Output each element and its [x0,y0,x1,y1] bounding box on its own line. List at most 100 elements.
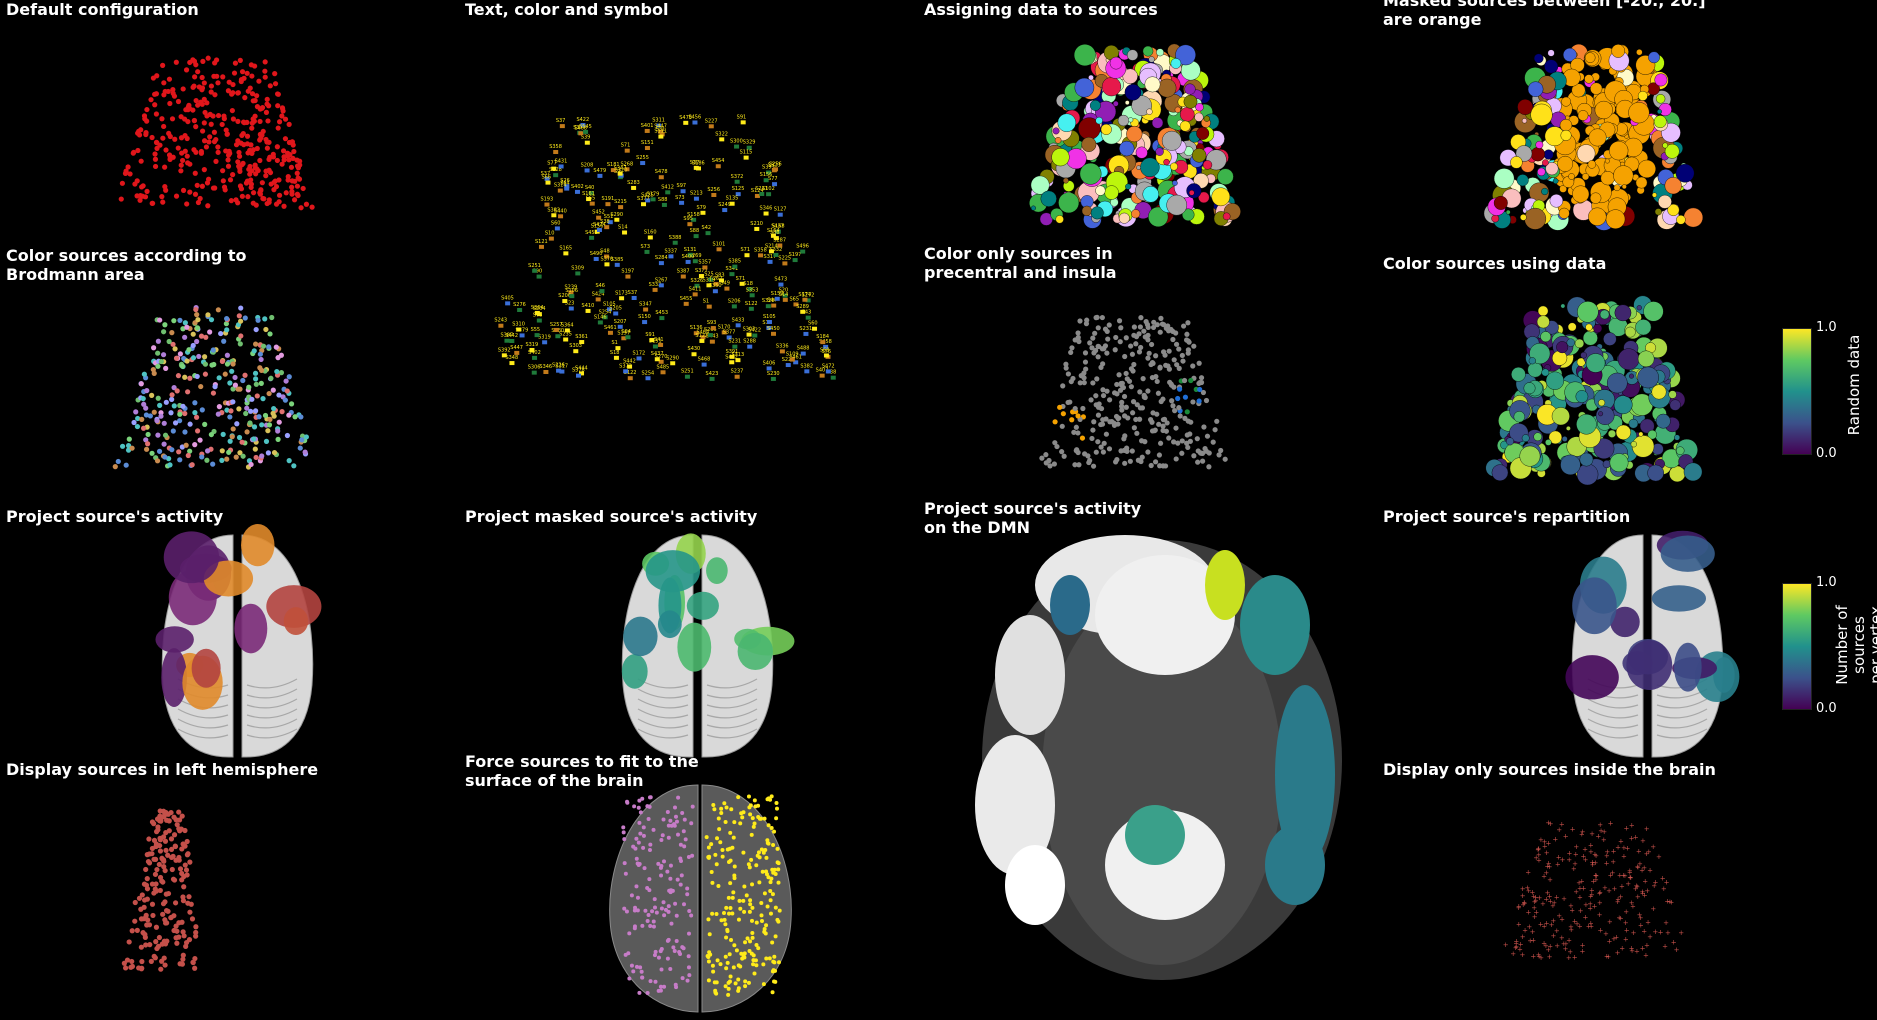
source-point [635,908,640,913]
source-point [1222,456,1228,462]
source-point [210,461,216,467]
source-point [1052,419,1058,425]
source-point [1683,462,1703,482]
source-marker: + [1576,879,1582,887]
source-point [163,399,169,405]
source-marker [793,302,799,307]
source-point [140,395,146,402]
source-point [238,78,244,85]
source-point [155,432,161,438]
source-point [1165,323,1171,329]
source-point [197,195,203,202]
source-point [1114,391,1120,397]
source-point [676,795,681,800]
source-marker: + [1637,860,1643,868]
source-point [1144,76,1161,93]
source-point [1548,430,1563,445]
source-marker [659,132,665,137]
source-marker: + [1530,928,1536,936]
source-point [685,886,690,891]
source-point [1152,459,1159,465]
source-point [1184,331,1190,337]
source-marker: + [1642,877,1648,885]
source-marker: + [1623,825,1629,833]
source-marker: + [1615,898,1621,906]
source-point [240,119,247,125]
source-point [259,422,265,428]
source-point [201,120,207,126]
source-point [152,163,159,170]
source-point [201,138,208,144]
source-point [1577,301,1599,323]
source-point [1106,322,1112,328]
source-point [662,984,667,989]
source-point [1088,397,1094,403]
source-point [1157,78,1177,98]
source-text-label: S186 [692,160,705,166]
source-point [741,850,746,855]
source-marker [597,173,603,178]
source-point [685,978,690,983]
source-marker: + [1615,949,1621,957]
source-marker [593,256,599,261]
source-marker: + [1644,825,1650,833]
source-point [246,384,252,390]
source-point [773,872,778,877]
source-point [229,434,235,440]
source-point [203,144,210,150]
source-marker [596,228,602,233]
source-point [656,955,661,960]
source-marker [519,333,525,338]
source-point [762,926,767,931]
source-point [255,167,261,174]
source-point [1545,439,1552,446]
source-text-label: S215 [614,199,627,205]
source-marker [683,120,689,125]
source-marker: + [1645,919,1651,927]
source-point [199,74,205,81]
source-point [728,881,733,886]
source-marker [658,261,664,266]
source-point [727,952,732,957]
source-point [198,383,204,390]
source-text-label: S447 [510,345,523,351]
source-point [193,97,199,104]
source-text-label: S256 [707,187,720,193]
source-point [1587,160,1597,169]
source-marker [670,361,676,366]
source-point [1146,350,1152,356]
source-point [632,804,637,809]
source-marker [754,226,760,231]
source-point [1558,207,1570,219]
source-point [640,975,645,980]
source-point [1131,332,1137,338]
source-text-label: S485 [657,364,670,370]
source-point [152,856,159,862]
source-point [750,816,755,821]
source-point [1664,143,1680,159]
source-point [230,116,237,122]
source-point [180,403,186,409]
source-point [1130,410,1136,416]
source-text-label: S207 [614,319,627,325]
source-text-label: S455 [680,296,693,302]
source-point [636,840,641,845]
source-marker: + [1554,927,1560,935]
source-text-label: S193 [540,197,553,203]
source-point [200,58,206,64]
source-point [1140,376,1146,382]
source-point [141,401,147,407]
source-marker: + [1589,891,1595,899]
source-point [1155,147,1164,156]
source-point [202,421,208,427]
source-point [1093,449,1099,455]
source-text-label: S235 [559,331,572,337]
source-point [754,920,759,925]
source-text-label: S31 [656,126,666,132]
source-point [244,70,250,76]
source-marker: + [1638,921,1644,929]
source-point [659,906,664,911]
source-point [235,159,241,165]
source-point [262,68,268,74]
source-marker: + [1627,867,1633,875]
